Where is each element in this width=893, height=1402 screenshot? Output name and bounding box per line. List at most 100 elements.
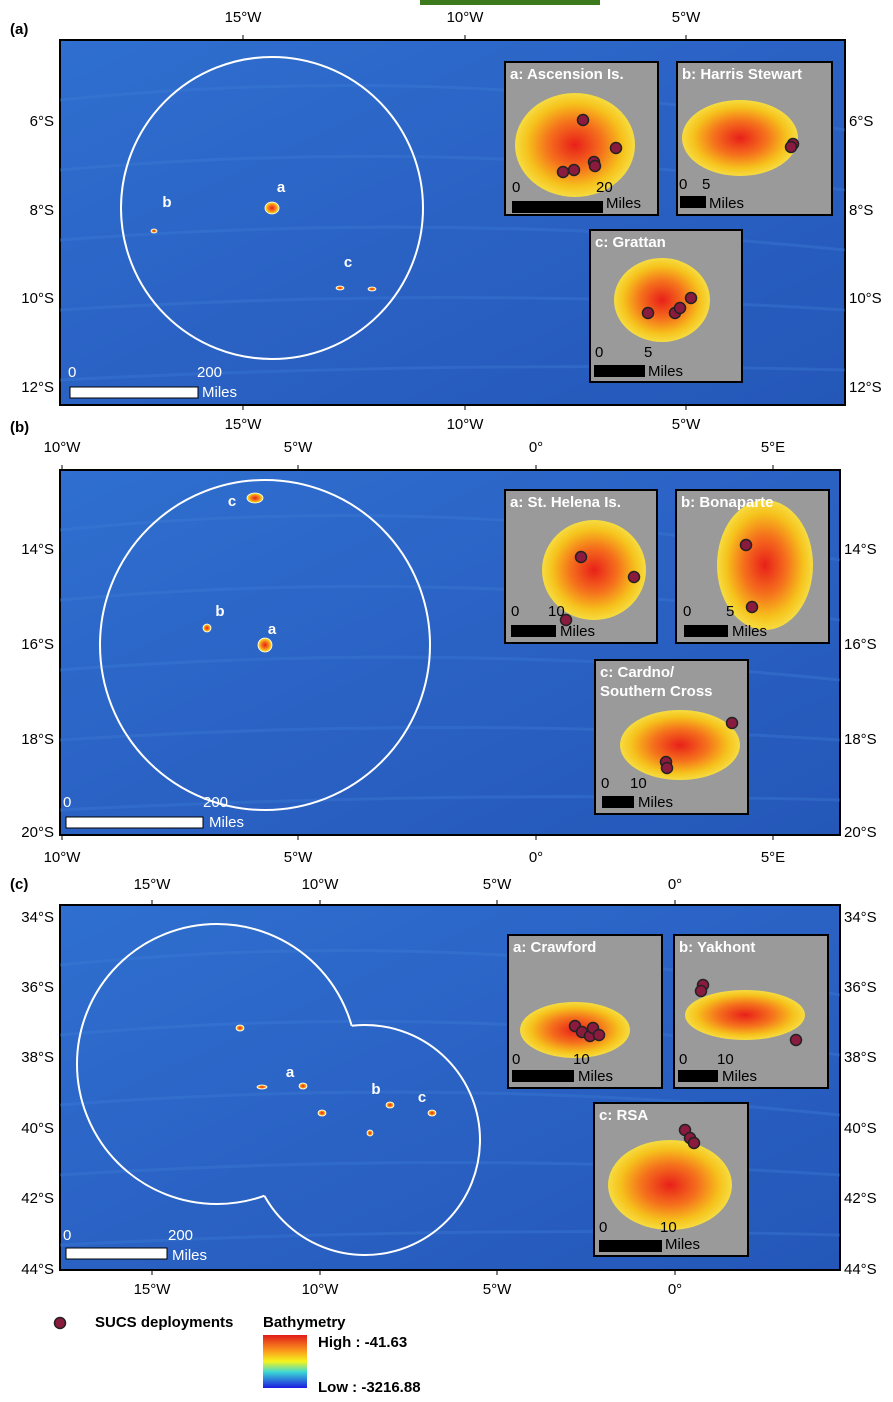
latitude-label: 44°S: [844, 1261, 877, 1278]
inset-bathymetry: [685, 990, 805, 1040]
latitude-label: 10°S: [21, 290, 54, 307]
inset-title: b: Harris Stewart: [682, 66, 802, 83]
longitude-label: 5°E: [761, 439, 785, 456]
seamount: [317, 1109, 327, 1117]
latitude-label: 34°S: [844, 909, 877, 926]
inset-scale-label: 0: [601, 775, 609, 792]
inset-scale-bar: [594, 365, 645, 377]
inset-bathymetry: [717, 500, 813, 630]
inset-scale-label: 10: [630, 775, 647, 792]
seamount: [367, 286, 377, 292]
buffer-circle: [76, 923, 358, 1205]
inset-bathymetry: [515, 93, 635, 197]
deployment-dot: [592, 1028, 606, 1042]
longitude-label: 5°W: [672, 9, 701, 26]
latitude-label: 42°S: [21, 1190, 54, 1207]
seamount: [257, 637, 273, 653]
legend-gradient: [263, 1335, 307, 1388]
header-bar: [420, 0, 600, 5]
latitude-label: 36°S: [21, 979, 54, 996]
latitude-label: 18°S: [844, 731, 877, 748]
inset-scale-bar: [602, 796, 634, 808]
deployment-dot: [789, 1033, 803, 1047]
buffer-circle: [99, 479, 431, 811]
inset-scale-label: Miles: [606, 195, 641, 212]
inset-scale-label: Miles: [665, 1236, 700, 1253]
scale-bar: [69, 386, 199, 399]
longitude-label: 5°W: [284, 439, 313, 456]
inset-scale-label: 0: [595, 344, 603, 361]
site-label: c: [228, 493, 236, 510]
site-label: c: [344, 254, 352, 271]
inset-bathymetry: [682, 100, 798, 176]
inset-scale-bar: [511, 625, 556, 637]
latitude-label: 8°S: [849, 202, 873, 219]
longitude-label: 15°W: [134, 1281, 172, 1298]
deployment-dot: [556, 165, 570, 179]
longitude-label: 10°W: [302, 876, 340, 893]
latitude-label: 18°S: [21, 731, 54, 748]
longitude-label: 0°: [529, 439, 543, 456]
deployment-dot: [567, 163, 581, 177]
deployment-dot: [609, 141, 623, 155]
scale-label: Miles: [172, 1247, 207, 1264]
longitude-label: 0°: [668, 1281, 682, 1298]
deployment-dot: [588, 159, 602, 173]
latitude-label: 34°S: [21, 909, 54, 926]
longitude-label: 0°: [668, 876, 682, 893]
latitude-label: 44°S: [21, 1261, 54, 1278]
latitude-label: 6°S: [30, 113, 54, 130]
inset-scale-label: Miles: [560, 623, 595, 640]
inset-scale-label: Miles: [648, 363, 683, 380]
latitude-label: 42°S: [844, 1190, 877, 1207]
longitude-label: 10°W: [447, 416, 485, 433]
deployment-dot: [725, 716, 739, 730]
longitude-label: 15°W: [225, 416, 263, 433]
inset-scale-label: Miles: [638, 794, 673, 811]
seamount: [150, 228, 158, 234]
latitude-label: 16°S: [844, 636, 877, 653]
longitude-label: 10°W: [302, 1281, 340, 1298]
inset-scale-label: 20: [596, 179, 613, 196]
inset-title: a: Crawford: [513, 939, 596, 956]
latitude-label: 38°S: [21, 1049, 54, 1066]
inset-title: b: Bonaparte: [681, 494, 774, 511]
inset-scale-label: Miles: [578, 1068, 613, 1085]
latitude-label: 8°S: [30, 202, 54, 219]
scale-label: 0: [68, 364, 76, 381]
deployment-dot: [627, 570, 641, 584]
seamount: [235, 1024, 245, 1032]
inset-title: c: Cardno/: [600, 664, 675, 681]
inset-scale-label: 0: [512, 1051, 520, 1068]
deployment-dot: [739, 538, 753, 552]
site-label: b: [371, 1081, 380, 1098]
buffer-circle: [120, 56, 424, 360]
latitude-label: 10°S: [849, 290, 882, 307]
inset-scale-bar: [680, 196, 706, 208]
legend-low: Low : -3216.88: [318, 1379, 421, 1396]
site-label: a: [277, 179, 286, 196]
inset-scale-label: 10: [717, 1051, 734, 1068]
deployment-dot: [574, 550, 588, 564]
legend-label: SUCS deployments: [95, 1314, 233, 1331]
site-label: b: [162, 194, 171, 211]
inset-scale-bar: [599, 1240, 662, 1252]
inset-scale-label: 0: [679, 1051, 687, 1068]
inset-scale-bar: [512, 201, 603, 213]
inset-scale-bar: [684, 625, 728, 637]
deployment-dot: [559, 613, 573, 627]
longitude-label: 10°W: [44, 439, 82, 456]
inset-scale-label: 10: [660, 1219, 677, 1236]
latitude-label: 40°S: [21, 1120, 54, 1137]
inset-scale-label: 0: [511, 603, 519, 620]
latitude-label: 38°S: [844, 1049, 877, 1066]
latitude-label: 14°S: [844, 541, 877, 558]
deployment-dot: [673, 301, 687, 315]
scale-label: 0: [63, 794, 71, 811]
inset-scale-label: Miles: [709, 195, 744, 212]
site-label: a: [268, 621, 277, 638]
legend-title: Bathymetry: [263, 1314, 346, 1331]
inset-scale-label: 10: [573, 1051, 590, 1068]
legend-dot: [53, 1316, 67, 1330]
inset-scale-label: 10: [548, 603, 565, 620]
